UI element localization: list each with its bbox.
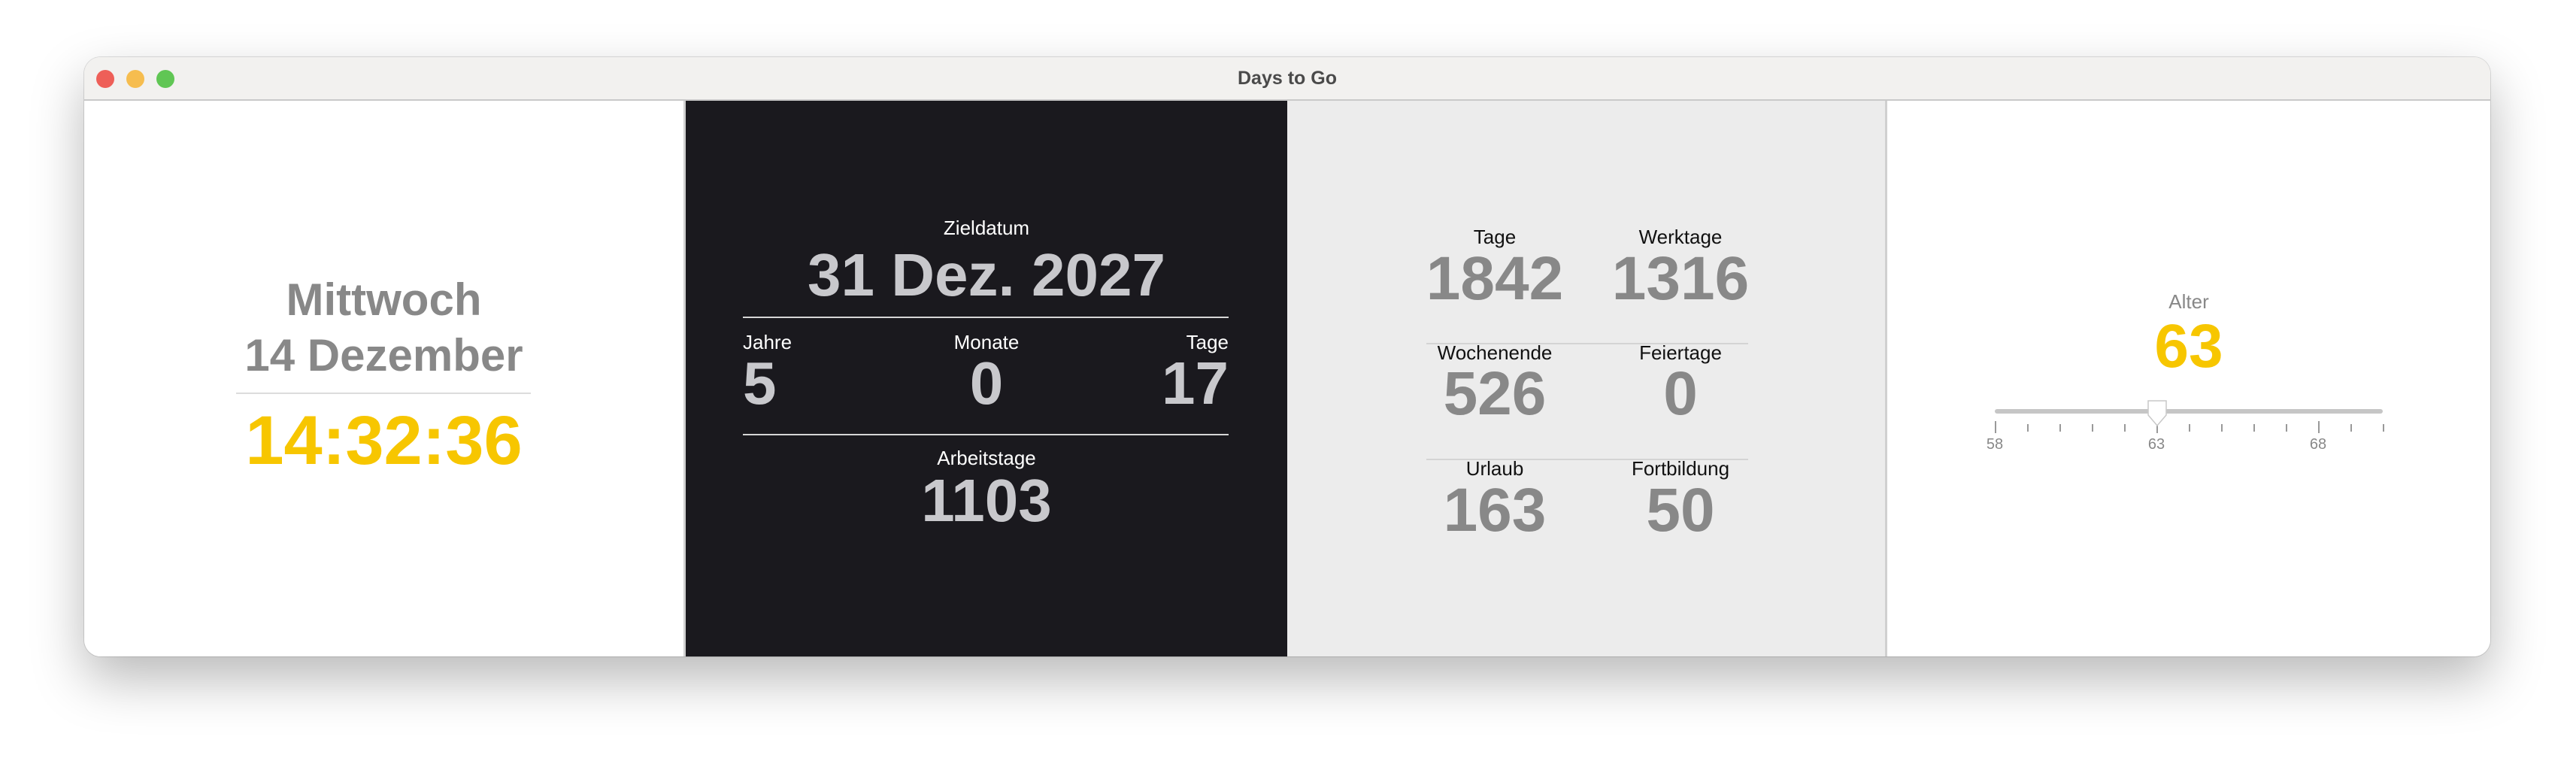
stat-value: 526 (1443, 359, 1547, 428)
age-slider[interactable]: 58 63 68 (1987, 399, 2384, 453)
target-panel: Zieldatum 31 Dez. 2027 Jahre 5 Monate 0 … (686, 101, 1287, 656)
divider (1426, 343, 1748, 344)
stat-label: Urlaub (1465, 457, 1524, 480)
slider-tick (2286, 424, 2287, 432)
slider-tick (2221, 424, 2223, 432)
stat-label: Tage (1473, 226, 1517, 248)
age-value: 63 (2154, 312, 2223, 380)
slider-tick (2092, 424, 2093, 432)
divider (1426, 459, 1748, 460)
slider-tick-label: 68 (2309, 436, 2327, 453)
slider-tick (2189, 424, 2190, 432)
stats-panel: Tage 1842 Werktage 1316 Wochenende 526 F… (1287, 101, 1887, 656)
stat-label: Feiertage (1639, 341, 1722, 364)
stat-value: 0 (1663, 359, 1698, 428)
divider (743, 434, 1229, 435)
stat-value: 1316 (1611, 244, 1750, 313)
slider-thumb[interactable] (2146, 399, 2168, 427)
days-value: 17 (1162, 350, 1229, 417)
slider-tick-label: 58 (1986, 436, 2004, 453)
app-window: Days to Go Mittwoch 14 Dezember 14:32:36… (84, 57, 2490, 656)
divider (743, 317, 1229, 318)
slider-tick (1995, 421, 1996, 433)
months-label: Monate (953, 331, 1020, 353)
divider (236, 393, 531, 394)
target-date: 31 Dez. 2027 (808, 241, 1165, 308)
slider-tick-label: 63 (2147, 436, 2165, 453)
current-time: 14:32:36 (245, 402, 523, 479)
slider-tick (2253, 424, 2255, 432)
stat-label: Wochenende (1437, 341, 1553, 364)
stat-value: 163 (1443, 476, 1547, 544)
age-panel: Alter 63 58 63 68 (1887, 101, 2490, 656)
age-label: Alter (2168, 290, 2209, 313)
slider-tick (2350, 424, 2352, 432)
stat-label: Fortbildung (1631, 457, 1730, 480)
window-title: Days to Go (1238, 68, 1337, 89)
minimize-button[interactable] (126, 70, 144, 88)
slider-tick (2318, 421, 2320, 433)
slider-tick (2383, 424, 2384, 432)
months-value: 0 (969, 350, 1004, 417)
workdays-label: Arbeitstage (937, 447, 1036, 469)
clock-panel: Mittwoch 14 Dezember 14:32:36 (84, 101, 686, 656)
slider-tick (2027, 424, 2029, 432)
stat-value: 1842 (1426, 244, 1564, 313)
days-label: Tage (1186, 331, 1229, 353)
years-value: 5 (743, 350, 777, 417)
slider-tick (2156, 421, 2158, 433)
weekday: Mittwoch (286, 274, 482, 325)
years-label: Jahre (743, 331, 792, 353)
target-label: Zieldatum (943, 217, 1030, 239)
current-date: 14 Dezember (244, 330, 523, 380)
stat-value: 50 (1646, 476, 1715, 544)
close-button[interactable] (96, 70, 114, 88)
title-bar: Days to Go (84, 57, 2490, 101)
workdays-value: 1103 (921, 467, 1052, 534)
slider-tick (2059, 424, 2061, 432)
slider-track (1995, 409, 2383, 414)
stat-label: Werktage (1638, 226, 1723, 248)
slider-tick (2124, 424, 2126, 432)
zoom-button[interactable] (156, 70, 174, 88)
